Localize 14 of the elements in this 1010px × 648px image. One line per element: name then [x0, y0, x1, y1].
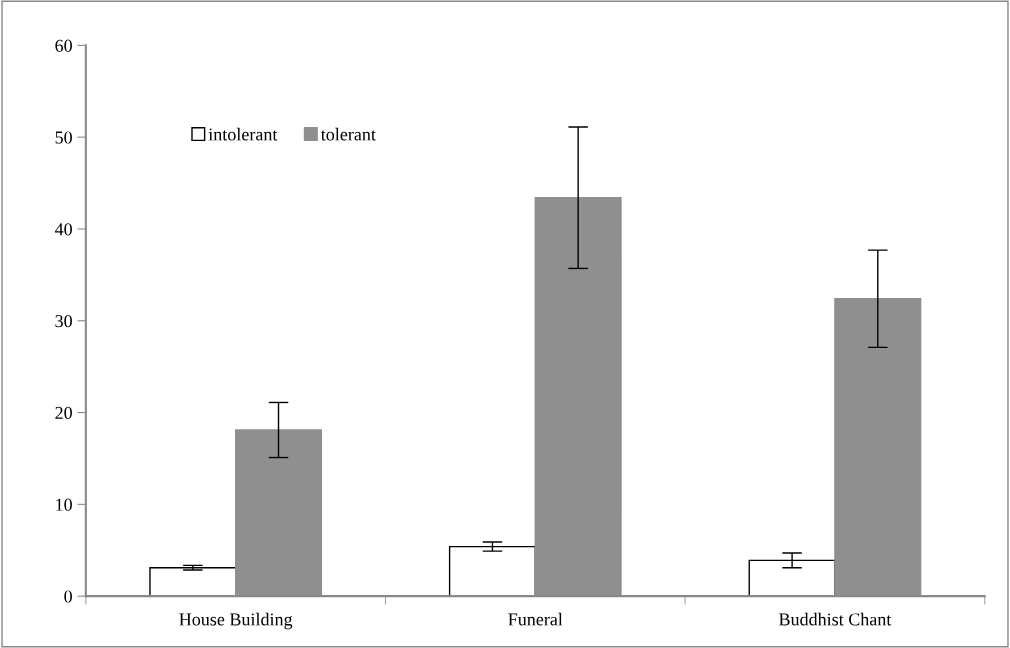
y-tick-label: 60 [55, 39, 72, 52]
x-tick-label: House Building [179, 612, 293, 630]
legend-label: tolerant [320, 127, 376, 141]
x-tick-label: Buddhist Chant [779, 612, 892, 626]
bar [448, 545, 536, 597]
y-tick-label: 30 [55, 315, 72, 328]
legend-label: intolerant [208, 127, 278, 141]
y-tick-label: 20 [55, 406, 72, 419]
y-tick-label: 10 [56, 498, 72, 511]
y-tick-label: 40 [54, 223, 72, 236]
x-tick-label: Funeral [508, 612, 563, 626]
bar [149, 567, 237, 597]
y-tick-label: 0 [64, 590, 72, 603]
y-tick-label: 50 [55, 131, 72, 144]
